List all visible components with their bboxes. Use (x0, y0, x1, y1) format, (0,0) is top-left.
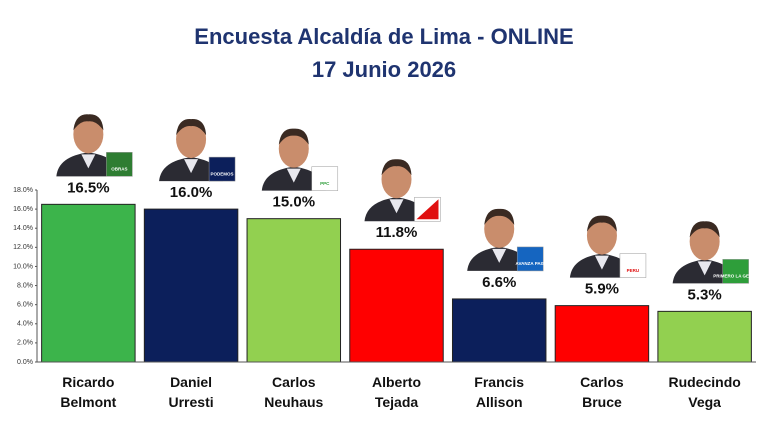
photo-hair (689, 221, 720, 238)
x-tick-line: Tejada (375, 394, 419, 410)
y-tick-label: 18.0% (13, 187, 33, 194)
logo-text: PERU (627, 268, 640, 273)
bar (143, 208, 239, 363)
chart-title: Encuesta Alcaldía de Lima - ONLINE (194, 24, 573, 49)
photo-head (278, 129, 309, 168)
value-label: 16.0% (170, 184, 213, 201)
party-logo: PERU (619, 253, 647, 278)
x-tick-line: Vega (688, 394, 721, 410)
y-tick-label: 10.0% (13, 263, 33, 270)
photo-hair (586, 215, 617, 232)
photo-head (484, 209, 515, 248)
photo-hair (381, 159, 412, 176)
x-tick-label: Daniel Urresti (169, 374, 214, 410)
logo-text: OBRAS (111, 167, 127, 172)
x-tick-label: Carlos Bruce (580, 374, 624, 410)
x-tick-label: Ricardo Belmont (60, 374, 116, 410)
x-tick-line: Bruce (582, 394, 622, 410)
y-tick-label: 16.0% (13, 206, 33, 213)
y-tick-label: 6.0% (17, 302, 33, 309)
x-tick-label: Alberto Tejada (372, 374, 421, 410)
bar (41, 203, 136, 363)
logo-box (722, 259, 749, 284)
candidate-photo: PPC (261, 128, 339, 191)
value-label: 5.3% (688, 286, 722, 303)
photo-shirt (286, 168, 301, 183)
x-tick-line: Urresti (169, 394, 214, 410)
logo-text: PRIMERO LA GENTE (713, 274, 758, 279)
logo-box (516, 246, 544, 272)
value-label: 6.6% (482, 274, 516, 291)
logo-text: PODEMOS (211, 171, 234, 176)
bar (657, 310, 752, 363)
x-tick-line: Belmont (60, 394, 116, 410)
y-tick-label: 12.0% (13, 244, 33, 251)
logo-box (106, 152, 133, 177)
candidate-photo: PODEMOS (159, 119, 236, 182)
candidate-photo (364, 159, 441, 222)
chart-subtitle: 17 Junio 2026 (312, 57, 456, 82)
bar (246, 218, 342, 363)
logo-text: AVANZA PAIS (516, 261, 545, 266)
bar (451, 298, 547, 363)
x-tick-line: Rudecindo (668, 374, 740, 390)
photo-hair (278, 128, 309, 145)
party-logo (414, 196, 441, 222)
bar (554, 305, 650, 363)
party-logo: AVANZA PAIS (516, 246, 545, 272)
logo-box (208, 156, 236, 182)
candidate-photo: PERU (569, 215, 647, 278)
logo-box (619, 253, 647, 278)
x-tick-label: Rudecindo Vega (668, 374, 740, 410)
photo-hair (484, 208, 515, 225)
logo-shape (416, 199, 439, 220)
x-tick-line: Allison (476, 394, 523, 410)
party-logo: OBRAS (106, 152, 133, 177)
y-tick-label: 8.0% (17, 282, 33, 289)
x-tick-label: Francis Allison (474, 374, 524, 410)
bar (349, 248, 444, 363)
photo-shirt (389, 199, 404, 214)
value-label: 5.9% (585, 281, 619, 298)
value-label: 16.5% (67, 179, 110, 196)
value-label: 15.0% (273, 194, 316, 211)
y-tick-label: 0.0% (17, 359, 33, 366)
party-logo: PRIMERO LA GENTE (713, 259, 758, 284)
photo-hair (73, 114, 104, 131)
party-logo: PODEMOS (208, 156, 236, 182)
value-label: 11.8% (376, 224, 418, 241)
x-tick-line: Alberto (372, 374, 421, 390)
y-tick-label: 4.0% (17, 321, 33, 328)
logo-box (311, 166, 339, 191)
photo-shirt (594, 255, 609, 270)
x-tick-line: Francis (474, 374, 524, 390)
photo-head (381, 160, 412, 199)
party-logo: PPC (311, 166, 339, 191)
x-tick-line: Neuhaus (264, 394, 323, 410)
photo-head (586, 216, 617, 255)
candidate-photo: PRIMERO LA GENTE (672, 221, 758, 284)
photo-shirt (81, 154, 96, 169)
x-tick-line: Carlos (580, 374, 624, 390)
photo-head (689, 222, 720, 261)
candidate-photo: AVANZA PAIS (467, 208, 545, 272)
candidate-photo: OBRAS (56, 114, 133, 177)
x-tick-line: Carlos (272, 374, 316, 390)
x-tick-line: Ricardo (62, 374, 114, 390)
x-tick-line: Daniel (170, 374, 212, 390)
photo-shirt (697, 261, 712, 276)
y-tick-label: 14.0% (13, 225, 33, 232)
x-tick-label: Carlos Neuhaus (264, 374, 323, 410)
photo-shirt (184, 159, 199, 174)
y-tick-label: 2.0% (17, 340, 33, 347)
photo-hair (176, 119, 207, 136)
photo-head (73, 115, 104, 154)
logo-text: PPC (320, 181, 330, 186)
photo-head (176, 120, 207, 159)
photo-shirt (492, 248, 507, 263)
